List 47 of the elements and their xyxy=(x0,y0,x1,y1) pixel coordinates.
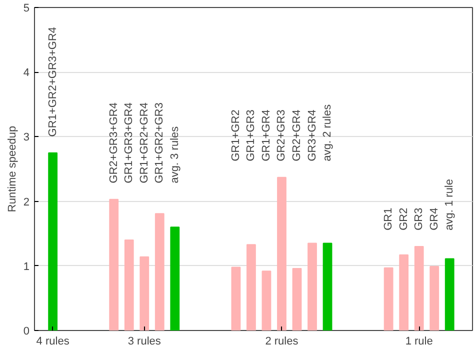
bar xyxy=(262,270,272,330)
annotation: avg. 1 rule xyxy=(444,178,456,230)
x-tick-label: 2 rules xyxy=(265,336,299,348)
annotation: GR1+GR2 xyxy=(230,110,242,162)
annotation: avg. 2 rules xyxy=(322,104,334,162)
annotation: GR2 xyxy=(398,208,410,230)
annotation: avg. 3 rules xyxy=(168,126,181,184)
x-tick-label: 4 rules xyxy=(36,336,70,348)
annotation: GR2+GR3 xyxy=(276,110,288,162)
y-tick-label: 3 xyxy=(23,132,30,144)
bar xyxy=(308,242,317,330)
bar xyxy=(246,244,256,330)
annotation: GR2+GR4 xyxy=(290,110,303,162)
y-tick-label: 4 xyxy=(23,67,30,80)
y-tick-label: 0 xyxy=(23,326,30,338)
y-tick-label: 5 xyxy=(23,2,30,14)
y-axis-title: Runtime speedup xyxy=(6,126,18,212)
bar xyxy=(170,226,180,330)
bar xyxy=(154,213,164,330)
bar xyxy=(231,266,241,330)
annotation: GR4 xyxy=(428,208,440,230)
bar xyxy=(140,256,150,330)
bar xyxy=(292,268,302,330)
annotation: GR1+GR2+GR4 xyxy=(138,102,150,184)
bar xyxy=(430,266,440,330)
y-tick-label: 2 xyxy=(23,196,30,208)
x-tick-label: 1 rule xyxy=(405,336,433,348)
annotation: GR1 xyxy=(382,208,395,230)
bar xyxy=(124,240,134,330)
annotation: GR1+GR4 xyxy=(260,110,272,162)
y-tick-label: 1 xyxy=(23,260,30,273)
bar xyxy=(48,152,58,330)
bar xyxy=(399,254,409,330)
bar xyxy=(384,267,394,330)
annotation: GR1+GR3+GR4 xyxy=(123,102,136,184)
annotation: GR1+GR2+GR3+GR4 xyxy=(46,26,59,137)
bar xyxy=(277,176,286,330)
bar xyxy=(444,258,454,330)
annotation: GR1+GR2+GR3 xyxy=(154,102,166,184)
bar xyxy=(109,198,119,330)
annotation: GR3+GR4 xyxy=(306,110,318,162)
bar xyxy=(414,246,424,330)
annotation: GR2+GR3+GR4 xyxy=(108,102,120,184)
annotation: GR3 xyxy=(413,208,426,230)
x-tick-label: 3 rules xyxy=(128,336,162,348)
annotation: GR1+GR3 xyxy=(245,110,258,162)
bar xyxy=(322,242,332,330)
